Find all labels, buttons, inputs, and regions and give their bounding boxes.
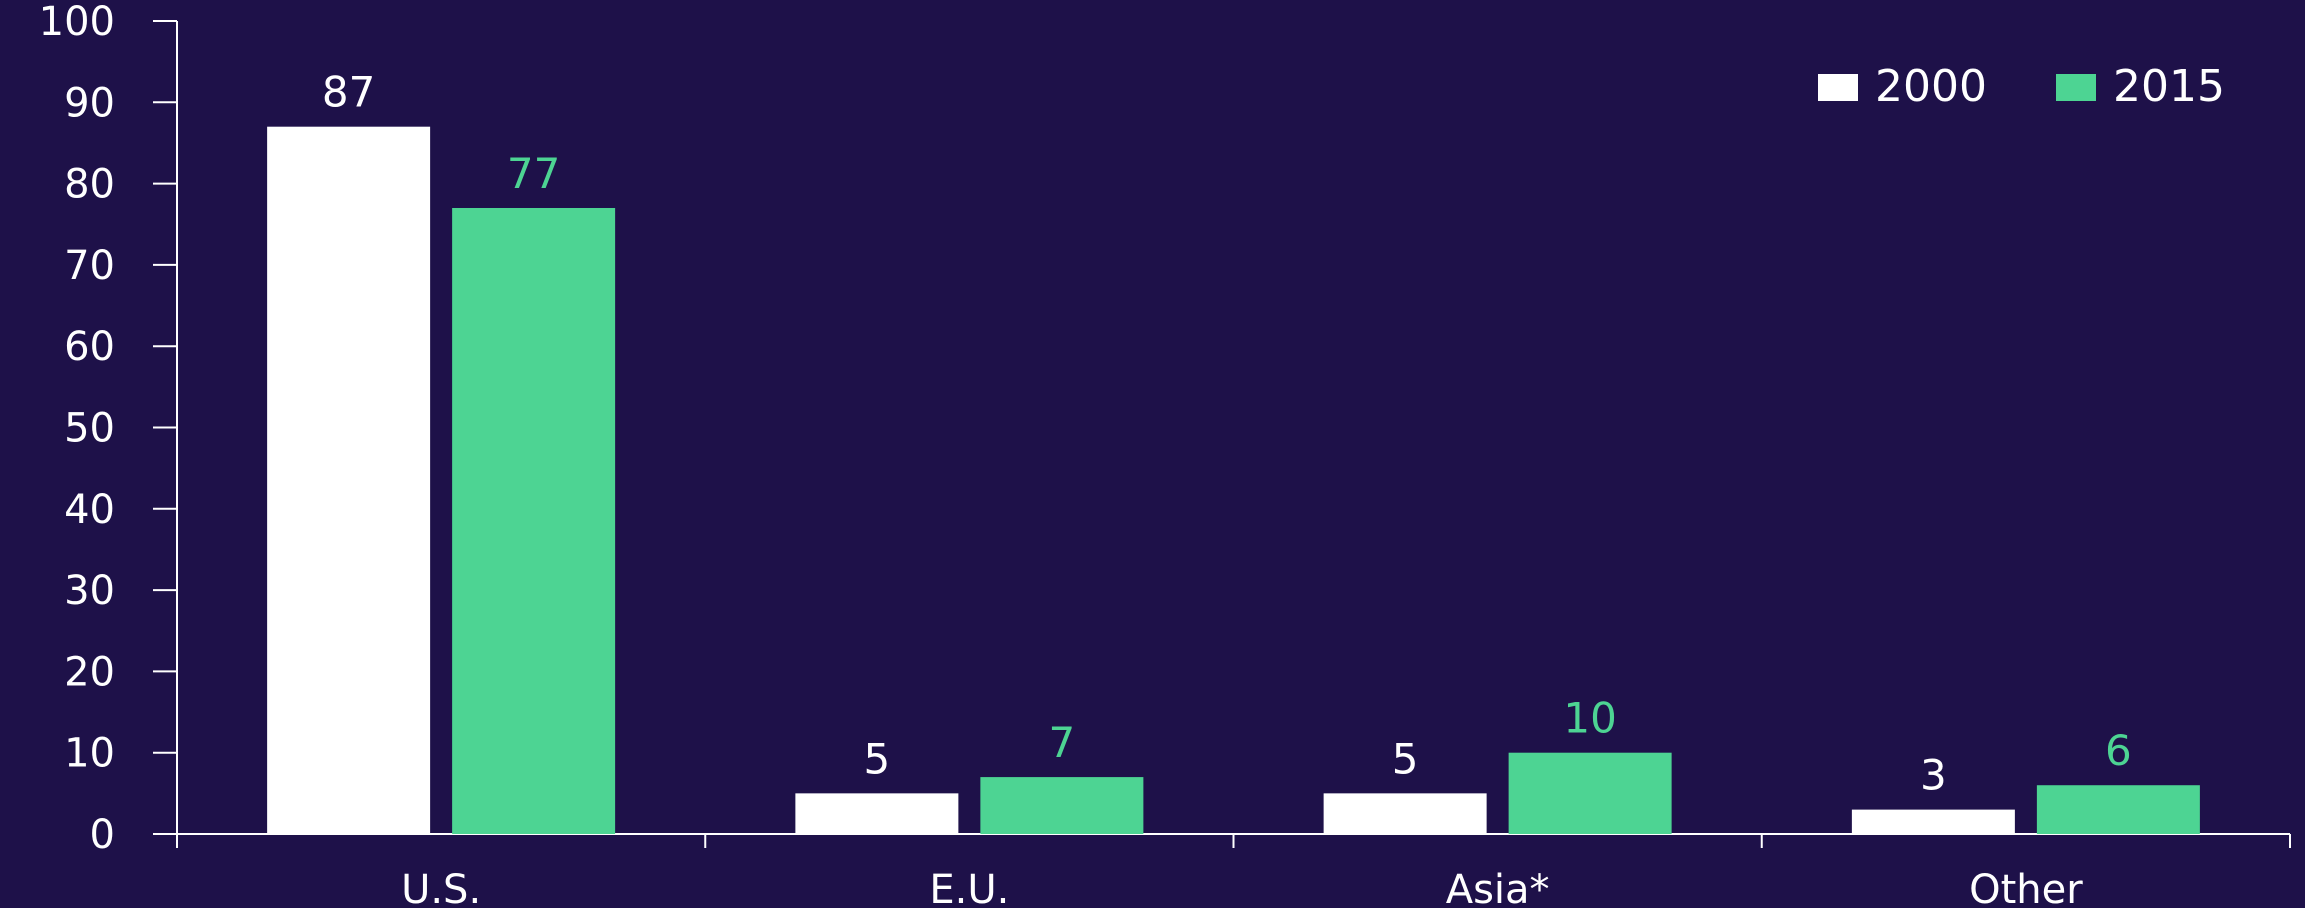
data-label-2000: 5 — [1392, 734, 1419, 783]
y-tick-label: 0 — [90, 812, 115, 858]
data-label-2000: 3 — [1920, 751, 1947, 800]
bar-2015-us — [452, 207, 616, 835]
x-category-label: Asia* — [1446, 867, 1550, 908]
legend-swatch-2000 — [1818, 74, 1858, 101]
x-category-label: U.S. — [401, 867, 481, 908]
bar-2000-eu — [795, 793, 959, 834]
y-tick-label: 100 — [39, 0, 115, 45]
y-tick-label: 40 — [64, 487, 115, 533]
bar-2000-us — [267, 126, 431, 834]
y-tick-label: 20 — [64, 649, 115, 695]
legend-label-2015: 2015 — [2113, 61, 2225, 112]
y-tick-label: 70 — [64, 243, 115, 289]
data-label-2000: 5 — [864, 734, 891, 783]
legend: 2000 2015 — [1818, 61, 2225, 112]
y-tick-label: 30 — [64, 568, 115, 614]
bars — [267, 126, 2200, 835]
bar-2000-asia — [1323, 793, 1487, 834]
bar-2000-other — [1851, 809, 2015, 834]
bar-2015-asia — [1508, 752, 1672, 834]
y-tick-label: 10 — [64, 731, 115, 777]
data-label-2015: 7 — [1049, 718, 1076, 767]
data-label-2000: 87 — [322, 68, 375, 117]
bar-2015-eu — [980, 777, 1144, 834]
legend-swatch-2015 — [2056, 74, 2096, 101]
x-category-label: Other — [1969, 867, 2083, 908]
x-category-label: E.U. — [929, 867, 1009, 908]
data-label-2015: 6 — [2105, 726, 2132, 775]
y-tick-label: 50 — [64, 406, 115, 452]
data-label-2015: 10 — [1563, 694, 1616, 743]
bar-2015-other — [2036, 785, 2200, 834]
data-label-2015: 77 — [507, 149, 560, 198]
y-tick-label: 90 — [64, 80, 115, 126]
y-tick-label: 60 — [64, 324, 115, 370]
legend-label-2000: 2000 — [1875, 61, 1987, 112]
y-axis: 0 10 20 30 40 50 60 70 80 90 100 — [39, 0, 178, 858]
y-tick-label: 80 — [64, 162, 115, 208]
